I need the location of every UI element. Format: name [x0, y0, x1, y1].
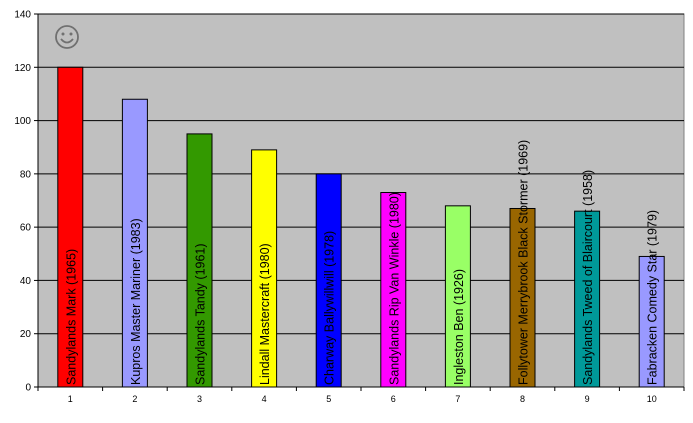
bar-label: Fabracken Comedy Star (1979) [646, 210, 660, 385]
bar-label: Sandylands Rip Van Winkle (1980) [387, 192, 401, 385]
bar-label: Sandylands Mark (1965) [64, 249, 78, 385]
bar [638, 255, 665, 388]
y-tick-label: 100 [14, 116, 31, 127]
bar-label: Sandylands Tweed of Blaircourt (1958) [581, 170, 595, 385]
x-tick-label: 8 [520, 394, 525, 404]
x-tick-label: 7 [455, 394, 460, 404]
y-tick-label: 80 [20, 169, 32, 180]
bar-labels: Sandylands Mark (1965) Kupros Master Mari… [64, 140, 659, 385]
bar [186, 133, 213, 388]
bar-label: Ingleston Ben (1926) [452, 269, 466, 385]
y-tick-label: 40 [20, 276, 32, 287]
bars [57, 66, 665, 388]
x-tick-label: 5 [326, 394, 331, 404]
bar-label: Follytower Merrybrook Black Stormer (196… [517, 140, 531, 385]
bar-label: Lindall Mastercraft (1980) [258, 243, 272, 385]
y-tick-label: 60 [20, 223, 32, 234]
x-tick-label: 1 [68, 394, 73, 404]
bar [444, 205, 471, 388]
x-tick-label: 2 [132, 394, 137, 404]
bar [315, 173, 342, 388]
bar-label: Sandylands Tandy (1961) [194, 243, 208, 385]
y-tick-label: 0 [25, 383, 31, 394]
x-axis: 1 2 3 4 5 6 7 8 9 10 [37, 386, 685, 404]
smiley-face-icon [55, 25, 79, 49]
bar [121, 98, 148, 388]
y-tick-label: 120 [14, 63, 31, 74]
bar [574, 210, 601, 388]
bar-label: Charway Ballywillwill (1978) [323, 231, 337, 385]
y-axis: 0 20 40 60 80 100 120 140 [14, 10, 39, 394]
y-tick-label: 20 [20, 329, 32, 340]
bar [57, 66, 84, 388]
bar [251, 149, 278, 388]
x-tick-label: 9 [585, 394, 590, 404]
x-tick-label: 4 [262, 394, 267, 404]
x-tick-label: 10 [647, 394, 657, 404]
y-tick-label: 140 [14, 10, 31, 21]
bar-label: Kupros Master Mariner (1983) [129, 218, 143, 385]
x-tick-label: 6 [391, 394, 396, 404]
x-tick-label: 3 [197, 394, 202, 404]
bar [380, 192, 407, 388]
